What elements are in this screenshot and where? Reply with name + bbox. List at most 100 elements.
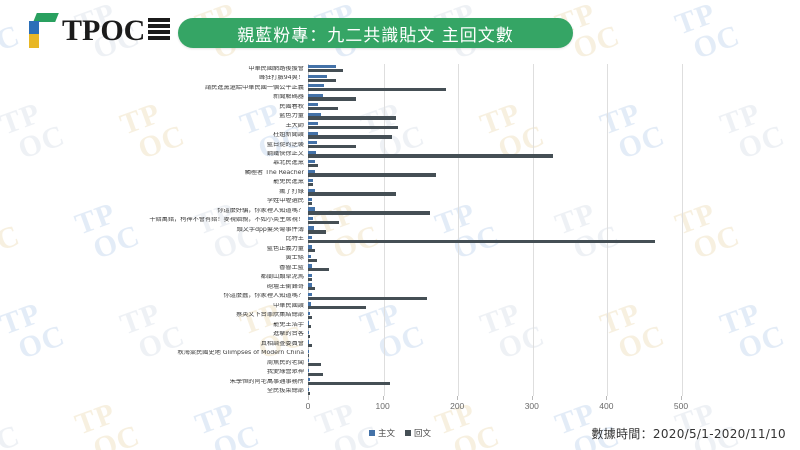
chart-row: 香魯土藍 (0, 263, 800, 272)
bar-reply (308, 363, 322, 367)
bar-main (308, 216, 314, 221)
legend-item-reply: 回文 (405, 427, 431, 439)
bar-pair (308, 273, 800, 282)
bar-pair (308, 64, 800, 73)
category-label: 頭文字dpp髮夾彎事件簿 (236, 226, 304, 233)
bar-main (308, 254, 311, 259)
bar-reply (308, 277, 313, 281)
legend-label-main: 主文 (377, 429, 395, 439)
bar-pair (308, 178, 800, 187)
bar-pair (308, 159, 800, 168)
bar-main (308, 387, 310, 391)
bar-main (308, 321, 310, 325)
chart-row: 罷免王浩宇 (0, 320, 800, 329)
bar-main (308, 245, 312, 249)
bar-pair (308, 197, 800, 206)
chart-row: 蔡英文下台罪狀集結總部 (0, 311, 800, 320)
chart-row: 都蘭山顛草泥馬 (0, 273, 800, 282)
x-axis-tick-label: 300 (524, 401, 539, 411)
bar-pair (308, 92, 800, 101)
bar-reply (308, 106, 338, 111)
category-label: 鋼鐵俠徐正文 (266, 151, 304, 157)
bar-main (308, 150, 317, 154)
bar-reply (308, 116, 397, 120)
chart-row: 新聞解碼器 (0, 92, 800, 101)
category-label: 王大師 (285, 122, 304, 129)
chart-row: 周魚民的老闆 (0, 358, 800, 367)
bar-reply (308, 372, 323, 376)
bar-reply (308, 211, 430, 215)
bar-main (308, 359, 310, 363)
category-label: 罷免王浩宇 (273, 321, 304, 328)
bar-pair (308, 83, 800, 92)
bar-reply (308, 296, 428, 300)
bar-main (308, 188, 315, 192)
category-label: 香魯土藍 (279, 264, 304, 271)
gridline (383, 64, 385, 396)
data-date-range: 數據時間：2020/5/1-2020/11/10 (591, 427, 786, 441)
chart-row: 進擊的台客 (0, 330, 800, 339)
bar-main (308, 141, 317, 145)
chart-row: 王大師 (0, 121, 800, 130)
bar-chart: 中華民國網路後援會 峰狂打臉94爽！ 請民進黨還給中華民國一個公平正義 新聞解碼器 民國… (0, 62, 800, 412)
bar-main (308, 198, 313, 202)
bar-reply (308, 325, 311, 329)
gridline (532, 64, 534, 396)
bar-main (308, 311, 311, 316)
category-label: 秋海棠民國史地 Glimpses of Modern China (177, 350, 304, 357)
bar-reply (308, 78, 337, 82)
bar-reply (308, 334, 311, 338)
bar-reply (308, 353, 310, 357)
category-label: 比特王 (285, 236, 304, 243)
bar-main (308, 302, 311, 306)
category-label: 李姓中壢選民 (266, 198, 304, 205)
category-label: 罷免民進黨 (273, 179, 304, 186)
category-label: 都蘭山顛草泥馬 (260, 274, 304, 281)
bar-reply (308, 97, 357, 101)
bar-main (308, 93, 323, 97)
category-label: 中華民國讚 (273, 302, 304, 309)
chart-row: 靠北民進黨 (0, 159, 800, 168)
legend-swatch-reply-icon (405, 430, 411, 436)
category-label: 請民進黨還給中華民國一個公平正義 (205, 84, 304, 91)
gridline (682, 64, 683, 396)
bar-pair (308, 349, 800, 358)
bar-pair (308, 320, 800, 329)
chart-row: 秋海棠民國史地 Glimpses of Modern China (0, 349, 800, 358)
bar-main (308, 112, 322, 116)
bar-reply (308, 230, 326, 234)
bar-pair (308, 225, 800, 234)
tpoc-logo: TPOC (26, 13, 171, 49)
bar-main (308, 65, 337, 69)
category-label: 靠北民進黨 (273, 160, 304, 167)
bar-reply (308, 135, 393, 139)
bar-pair (308, 149, 800, 158)
chart-title-pill: 親藍粉專：九二共識貼文 主回文數 (178, 18, 573, 48)
chart-row: 我愛綠營眾神 (0, 368, 800, 377)
bar-reply (308, 306, 367, 310)
chart-row: 藍色正義力量 (0, 244, 800, 253)
category-label: 柱姐新聞讚 (273, 132, 304, 139)
legend-label-reply: 回文 (414, 429, 432, 439)
bar-reply (308, 182, 314, 187)
bar-main (308, 283, 312, 287)
x-axis-tick (382, 396, 384, 400)
gridline (607, 64, 609, 396)
bar-main (308, 235, 313, 240)
bar-pair (308, 292, 800, 301)
header: TPOC 親藍粉專：九二共識貼文 主回文數 (0, 0, 800, 62)
category-label: 進擊的台客 (273, 331, 304, 338)
bar-reply (308, 69, 344, 73)
category-label: 朱學恒的阿宅萬事通事務所 (229, 378, 304, 385)
tpoc-logo-text: TPOC (62, 14, 146, 47)
category-label: 真相調查委員會 (260, 340, 304, 347)
bar-pair (308, 187, 800, 196)
chart-row: 柱姐新聞讚 (0, 130, 800, 139)
chart-row: 鋼鐵俠徐正文 (0, 149, 800, 158)
bar-pair (308, 254, 800, 263)
bar-main (308, 131, 318, 135)
bar-pair (308, 282, 800, 291)
bar-pair (308, 368, 800, 377)
bar-pair (308, 111, 800, 120)
chart-row: 李姓中壢選民 (0, 197, 800, 206)
